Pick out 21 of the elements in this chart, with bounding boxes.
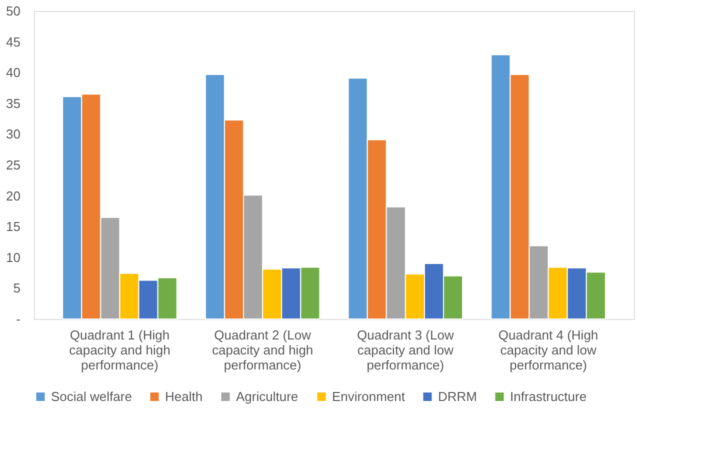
x-tick-label: Quadrant 2 (Low capacity and high performance) [212,328,314,372]
y-tick-label: 40 [6,65,20,80]
y-tick-label: 5 [13,280,20,296]
y-tick-label: 50 [6,4,20,18]
y-tick-label: - [16,312,20,326]
y-tick-label: 25 [6,158,20,172]
legend-label: Social welfare [51,388,132,404]
x-tick-label: Quadrant 1 (High capacity and high performance) [69,328,170,372]
y-tick-label: 45 [6,34,20,50]
legend-label: Health [165,388,203,404]
legend-label: Agriculture [236,388,298,404]
legend-label: Infrastructure [510,388,587,404]
y-tick-label: 20 [6,188,20,204]
legend-label: DRRM [438,388,477,404]
x-tick-label: Quadrant 4 (High capacity and low performance) [498,328,598,372]
y-tick-label: 10 [6,250,20,265]
y-tick-label: 30 [6,126,20,142]
y-tick-label: 15 [6,219,20,234]
y-tick-label: 35 [6,96,20,111]
legend-label: Environment [332,388,406,404]
x-tick-label: Quadrant 3 (Low capacity and low performance) [357,328,454,372]
